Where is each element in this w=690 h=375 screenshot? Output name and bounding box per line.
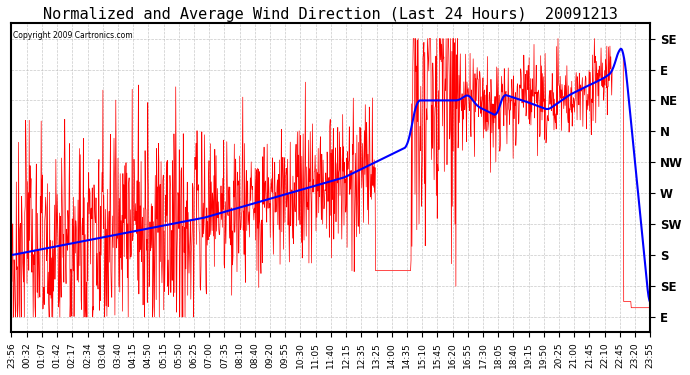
Title: Normalized and Average Wind Direction (Last 24 Hours)  20091213: Normalized and Average Wind Direction (L…: [43, 7, 618, 22]
Text: Copyright 2009 Cartronics.com: Copyright 2009 Cartronics.com: [13, 31, 133, 40]
